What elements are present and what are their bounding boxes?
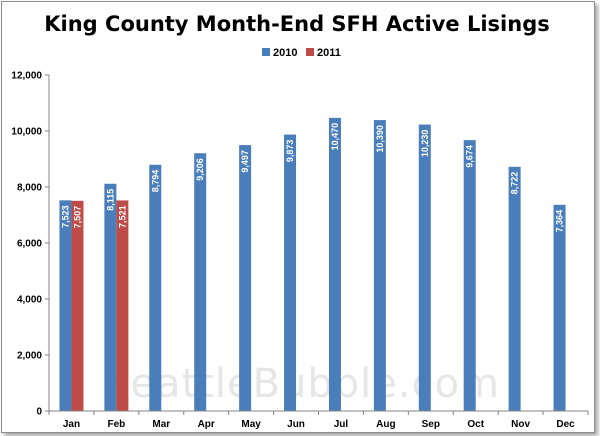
y-tick-label: 4,000 (17, 295, 42, 306)
legend: 2010 2011 (262, 47, 341, 59)
data-label-2011-jan: 7,507 (72, 206, 82, 229)
y-tick-label: 6,000 (17, 239, 42, 250)
bar-2010-jan (59, 200, 72, 411)
y-tick-label: 0 (36, 407, 42, 418)
chart-title: King County Month-End SFH Active Lisings (44, 12, 549, 36)
bar-2011-feb (116, 200, 129, 411)
x-tick-label: Oct (467, 419, 484, 430)
y-tick-label: 12,000 (11, 71, 42, 82)
legend-swatch-2011 (306, 48, 314, 56)
legend-swatch-2010 (262, 48, 270, 56)
data-label-2010-sep: 10,230 (420, 130, 430, 158)
watermark: SeattleBubble.com (104, 361, 500, 407)
y-tick-label: 10,000 (11, 127, 42, 138)
bar-2010-mar (149, 164, 162, 411)
x-axis-labels: Jan Feb Mar Apr May Jun Jul Aug Sep Oct Nov Dec (48, 411, 589, 430)
legend-label-2010: 2010 (273, 47, 297, 59)
data-label-2010-mar: 8,794 (150, 170, 160, 193)
data-label-2010-feb: 8,115 (105, 189, 115, 211)
x-tick-label: Jun (287, 419, 305, 430)
data-label-2010-dec: 7,364 (555, 210, 565, 233)
data-label-2010-apr: 9,206 (195, 158, 205, 181)
x-tick-label: Nov (511, 419, 530, 430)
data-label-2010-oct: 9,674 (465, 145, 475, 168)
bar-2010-apr (194, 153, 207, 411)
y-tick-label: 8,000 (17, 183, 42, 194)
x-tick-label: Aug (376, 419, 395, 430)
x-tick-label: Dec (556, 419, 575, 430)
x-tick-label: Feb (107, 419, 125, 430)
bar-2011-jan (71, 200, 84, 411)
data-label-2010-aug: 10,390 (375, 125, 385, 153)
bar-2010-may (239, 145, 252, 412)
bars (59, 117, 566, 412)
bar-2010-nov (508, 166, 521, 411)
y-tick-label: 2,000 (17, 351, 42, 362)
data-label-2010-nov: 8,722 (510, 172, 520, 195)
data-label-2010-may: 9,497 (240, 150, 250, 173)
bar-2010-aug (373, 120, 386, 411)
data-label-2010-jan: 7,523 (60, 205, 70, 228)
x-tick-label: May (241, 419, 261, 430)
x-tick-label: Apr (198, 419, 215, 430)
bar-2010-dec (553, 204, 566, 411)
x-tick-label: Sep (422, 419, 440, 430)
data-label-2010-jul: 10,470 (330, 123, 340, 151)
data-label-2011-feb: 7,521 (117, 205, 127, 228)
legend-label-2011: 2011 (317, 47, 341, 59)
bar-2010-jul (328, 117, 341, 411)
y-axis-ticks: 0 2,000 4,000 6,000 8,000 10,000 12,000 (11, 71, 49, 418)
x-tick-label: Mar (152, 419, 170, 430)
bar-2010-oct (463, 140, 476, 412)
x-tick-label: Jan (63, 419, 80, 430)
bar-2010-feb (104, 183, 117, 411)
x-tick-label: Jul (334, 419, 349, 430)
bar-2010-sep (418, 124, 431, 411)
bar-2010-jun (284, 134, 297, 411)
data-label-2010-jun: 9,873 (285, 140, 295, 163)
